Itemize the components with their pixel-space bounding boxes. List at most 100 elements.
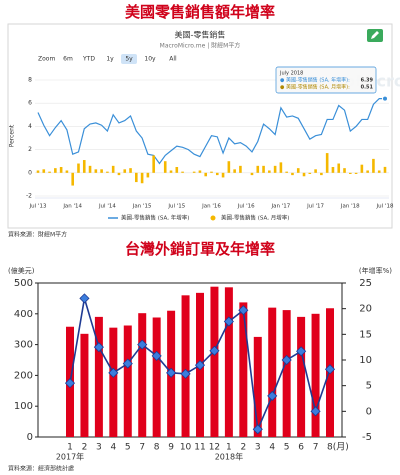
y2-tick-label: 5 [366, 381, 372, 392]
bar [77, 163, 80, 173]
y-tick-label: 0 [28, 169, 32, 176]
zoom-button[interactable]: 6m [63, 56, 73, 63]
bar [302, 172, 306, 177]
source: 資料來源：經濟部統計處 [8, 465, 74, 473]
x-tick-label: 3 [96, 443, 102, 453]
y2-axis-label: (年增率%) [359, 266, 392, 275]
heading: 美國零售銷售額年增率 [125, 3, 275, 21]
zoom-button[interactable]: YTD [82, 56, 95, 63]
bar [210, 286, 219, 437]
x-tick-label: 5 [125, 443, 131, 453]
bar [111, 165, 115, 173]
year-label: 2018年 [215, 452, 243, 462]
bar [169, 170, 173, 173]
bar [227, 161, 231, 173]
chart-frame [7, 23, 393, 229]
bar [291, 172, 294, 176]
marker [281, 354, 292, 366]
bar [80, 333, 89, 437]
bar [100, 169, 103, 173]
marker [151, 350, 162, 361]
bar [221, 172, 225, 178]
y-tick-label: 500 [14, 278, 33, 289]
marker [267, 390, 278, 401]
bar [262, 165, 265, 173]
bar [117, 172, 121, 176]
zoom-button-bg [121, 54, 137, 64]
x-tick-label: Jan '15 [132, 204, 152, 210]
marker [324, 364, 336, 375]
bar [123, 325, 132, 437]
bar [204, 172, 208, 177]
marker [122, 358, 133, 369]
y2-tick-label: 10 [359, 355, 372, 366]
bar [163, 161, 167, 173]
bar [88, 165, 92, 173]
bar [65, 170, 69, 173]
bar [279, 162, 283, 173]
y-tick-label: 300 [14, 340, 33, 351]
bar [282, 310, 291, 437]
x-tick-label: Jan '17 [271, 204, 291, 210]
bar [140, 172, 144, 184]
x-tick-label: 8(月) [327, 442, 349, 453]
legend-label: 美國-零售銷售 (SA, 年增率) [121, 214, 189, 222]
bar [135, 172, 138, 183]
marker [93, 342, 104, 353]
zoom-button[interactable]: All [169, 56, 177, 63]
y-axis-label: Percent [9, 124, 16, 147]
bar [308, 172, 312, 174]
y2-tick-label: 20 [359, 304, 372, 315]
source: 資料來源：財經M平方 [8, 231, 67, 239]
marker [180, 368, 191, 379]
x-tick-label: 10 [180, 443, 192, 453]
bar [123, 169, 127, 173]
x-tick-label: 7 [139, 443, 145, 453]
bar [94, 316, 103, 437]
tooltip-label: ● 美國-零售銷售 (SA, 月增率): [280, 84, 350, 91]
y2-tick-label: 25 [359, 278, 372, 289]
zoom-button[interactable]: 10y [144, 56, 156, 63]
marker [108, 367, 119, 378]
bar [325, 153, 329, 173]
x-tick-label: Jul '17 [306, 204, 324, 210]
bar [192, 171, 196, 173]
marker [238, 305, 249, 316]
marker [64, 378, 76, 389]
chart-title: 美國-零售銷售 [175, 30, 226, 40]
y-tick-label: 400 [14, 309, 33, 320]
bar [360, 164, 364, 173]
x-tick-label: Jul '13 [29, 204, 47, 210]
bar [320, 172, 323, 176]
bar [314, 169, 317, 173]
bar [239, 165, 242, 173]
tooltip-label: ● 美國-零售銷售 (SA, 年增率): [280, 77, 350, 84]
marker [166, 367, 177, 378]
bar [129, 168, 132, 173]
bar [94, 169, 98, 173]
bar [256, 165, 260, 173]
bar [354, 172, 358, 174]
x-tick-label: Jul '18 [376, 204, 394, 210]
bar [152, 317, 161, 437]
bar [296, 168, 300, 173]
bar [138, 313, 147, 437]
zoom-button[interactable]: 1y [106, 56, 114, 63]
y-tick-label: 8 [28, 77, 32, 84]
x-tick-label: Jan '18 [340, 204, 360, 210]
y-tick-label: 2 [28, 146, 32, 153]
y2-tick-label: -5 [362, 432, 372, 443]
marker [296, 346, 307, 357]
bar [109, 327, 118, 437]
y-tick-label: -2 [26, 193, 32, 200]
bar [349, 172, 352, 174]
y-axis-label: (億美元) [8, 266, 35, 275]
bar [297, 316, 306, 437]
y2-tick-label: 15 [359, 329, 372, 340]
bar [181, 295, 190, 437]
bar [181, 171, 184, 173]
marker [194, 360, 206, 371]
zoom-button[interactable]: 5y [125, 56, 133, 63]
x-tick-label: 11 [194, 443, 205, 453]
bar [366, 170, 369, 173]
